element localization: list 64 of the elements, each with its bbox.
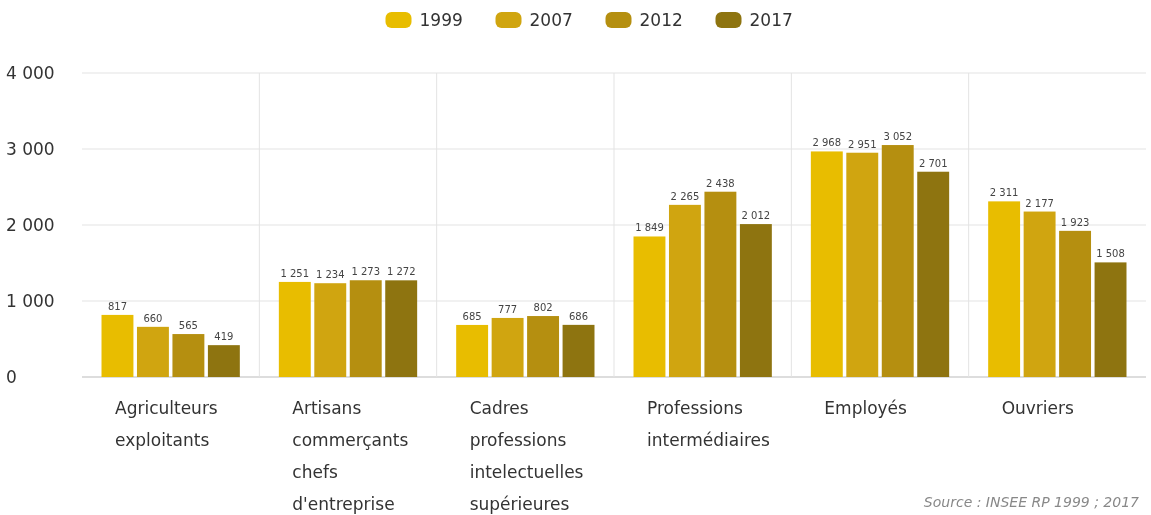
bar — [278, 281, 311, 377]
bar — [846, 152, 879, 377]
data-label: 1 923 — [1060, 216, 1090, 228]
data-label: 1 273 — [351, 266, 381, 278]
data-label: 817 — [107, 300, 128, 312]
bar — [704, 191, 737, 377]
data-label: 2 265 — [670, 190, 700, 202]
x-tick-label: Artisans commerçants chefs d'entreprise — [292, 398, 409, 514]
bar — [314, 283, 347, 377]
bar — [101, 314, 134, 377]
y-tick-label: 0 — [6, 366, 17, 387]
bar — [668, 204, 701, 377]
data-label: 1 849 — [635, 222, 664, 234]
legend-label: 1999 — [419, 9, 463, 30]
data-label: 419 — [214, 331, 234, 343]
data-label: 1 272 — [386, 266, 416, 278]
legend-label: 2012 — [639, 9, 683, 30]
bar — [1023, 211, 1056, 377]
bar — [810, 151, 843, 377]
bar — [207, 345, 240, 377]
y-tick-label: 4 000 — [6, 62, 55, 83]
bar — [881, 145, 914, 377]
data-label: 2 701 — [918, 157, 948, 169]
bar — [562, 324, 595, 377]
y-tick-label: 2 000 — [6, 214, 55, 235]
bar — [633, 236, 666, 377]
data-label: 2 311 — [989, 187, 1019, 199]
x-tick-label: Cadres professions intelectuelles supérieures — [469, 398, 584, 514]
data-label: 802 — [533, 302, 553, 314]
data-label: 1 251 — [280, 267, 310, 279]
data-label: 685 — [462, 310, 482, 322]
x-tick-label: Professions intermédiaires — [647, 398, 771, 450]
data-label: 1 508 — [1096, 248, 1125, 260]
bar — [385, 280, 418, 377]
y-tick-label: 1 000 — [6, 290, 55, 311]
data-label: 2 012 — [741, 210, 771, 222]
y-tick-label: 3 000 — [6, 138, 55, 159]
data-label: 2 968 — [812, 137, 842, 149]
data-label: 686 — [568, 310, 589, 322]
data-label: 2 177 — [1025, 197, 1054, 209]
bar — [172, 334, 205, 377]
bar — [349, 280, 382, 377]
x-tick-label: Employés — [824, 398, 908, 418]
data-label: 3 052 — [883, 131, 913, 143]
legend-label: 2017 — [749, 9, 793, 30]
data-label: 660 — [143, 312, 163, 324]
x-tick-label: Ouvriers — [1001, 398, 1075, 418]
legend-label: 2007 — [529, 9, 573, 30]
data-label: 2 438 — [706, 177, 735, 189]
data-label: 2 951 — [847, 138, 877, 150]
bar — [1094, 262, 1127, 377]
source-note: Source : INSEE RP 1999 ; 2017 — [923, 494, 1140, 510]
data-label: 565 — [178, 320, 198, 332]
bar — [917, 171, 950, 377]
bar — [136, 326, 169, 377]
bar — [1059, 230, 1092, 377]
bar — [456, 324, 489, 377]
x-tick-label: Agriculteurs exploitants — [115, 398, 218, 450]
bar — [739, 224, 772, 377]
data-label: 1 234 — [315, 269, 345, 281]
bar — [491, 317, 524, 377]
bar — [988, 201, 1021, 377]
bar — [527, 316, 560, 377]
data-label: 777 — [498, 303, 518, 315]
